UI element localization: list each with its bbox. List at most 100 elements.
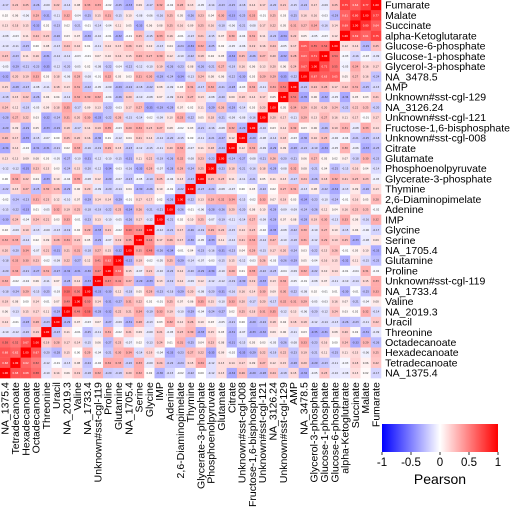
heatmap-cell [20, 286, 32, 297]
cell-value: 1.00 [43, 330, 49, 334]
heatmap-cell [61, 30, 73, 42]
cell-value: -0.15 [259, 248, 266, 252]
cell-value: 0.15 [105, 248, 111, 252]
cell-value: 0.32 [249, 85, 255, 89]
cell-value: -0.05 [228, 44, 235, 48]
cell-value: 0.14 [105, 197, 111, 201]
heatmap-cell [206, 112, 217, 123]
heatmap-cell [288, 163, 299, 174]
heatmap-cell [133, 173, 145, 185]
cell-value: -0.11 [290, 330, 297, 334]
cell-value: -0.01 [362, 116, 369, 120]
heatmap-cell [175, 194, 186, 205]
row-label: Unknown#sst-cgl-119 [385, 276, 485, 288]
cell-value: -0.23 [105, 105, 112, 109]
heatmap-cell [123, 143, 135, 154]
cell-value: 0.47 [95, 269, 101, 273]
heatmap-cell [133, 102, 145, 113]
heatmap-cell [257, 51, 268, 62]
cell-value: 0.32 [64, 13, 70, 17]
cell-value: 0.17 [270, 248, 276, 252]
cell-value: 0.08 [157, 85, 163, 89]
heatmap-cell [82, 30, 93, 42]
heatmap-cell [0, 306, 11, 318]
heatmap-cell [319, 347, 330, 358]
heatmap-cell [257, 296, 268, 307]
heatmap-cell [298, 122, 310, 134]
heatmap-cell [154, 286, 165, 297]
heatmap-cell [133, 163, 145, 174]
cell-value: 0.16 [311, 13, 317, 17]
cell-value: 0.02 [352, 330, 358, 334]
cell-value: 0.20 [260, 299, 266, 303]
heatmap-cell [175, 357, 186, 369]
heatmap-cell [247, 214, 258, 226]
heatmap-cell [278, 183, 289, 195]
heatmap-cell [41, 0, 52, 11]
cell-value: 0.19 [23, 228, 29, 232]
cell-value: 0.69 [342, 24, 348, 28]
cell-value: 0.18 [198, 54, 204, 58]
heatmap-cell [30, 10, 42, 21]
cell-value: 0.00 [2, 177, 8, 181]
heatmap-cell [267, 347, 279, 358]
cell-value: -0.10 [218, 299, 225, 303]
cell-value: -0.28 [53, 351, 60, 355]
cell-value: -0.29 [197, 269, 204, 273]
cell-value: 0.34 [352, 64, 358, 68]
cell-value: 0.25 [74, 208, 80, 212]
heatmap-cell [41, 357, 52, 369]
heatmap-cell [103, 357, 114, 369]
cell-value: 0.28 [54, 238, 60, 242]
heatmap-cell [309, 51, 320, 62]
heatmap-cell [133, 81, 145, 93]
cell-value: 0.32 [363, 310, 369, 314]
heatmap-cell [175, 275, 186, 287]
heatmap-cell [61, 337, 73, 348]
row-label: Glycerate-3-phosphate [385, 173, 492, 185]
heatmap-cell [350, 20, 361, 31]
cell-value: 1.00 [126, 248, 132, 252]
cell-value: -0.25 [331, 167, 338, 171]
cell-value: -0.12 [136, 64, 143, 68]
heatmap-cell [350, 173, 361, 185]
heatmap-cell [72, 61, 83, 72]
heatmap-cell [267, 91, 279, 103]
cell-value: -0.34 [105, 167, 112, 171]
heatmap-cell [350, 40, 361, 52]
heatmap-cell [20, 10, 32, 21]
cell-value: 0.10 [157, 187, 163, 191]
cell-value: -0.14 [259, 238, 266, 242]
heatmap-cell [288, 173, 299, 185]
column-label: Unknown#sst-cgl-121 [257, 382, 269, 483]
heatmap-cell [236, 316, 248, 328]
cell-value: 0.19 [249, 279, 255, 283]
heatmap-cell [185, 143, 196, 154]
cell-value: -0.25 [373, 146, 380, 150]
cell-value: 0.03 [157, 320, 163, 324]
cell-value: 0.07 [74, 197, 80, 201]
heatmap-cell [195, 255, 207, 266]
cell-value: 0.17 [136, 197, 142, 201]
cell-value: 0.27 [126, 279, 132, 283]
cell-value: 0.18 [260, 167, 266, 171]
cell-value: -0.35 [146, 105, 153, 109]
heatmap-cell [216, 286, 227, 297]
heatmap-cell [370, 296, 382, 307]
heatmap-cell [133, 275, 145, 287]
heatmap-cell [30, 163, 42, 174]
heatmap-cell [370, 194, 382, 205]
cell-value: 0.13 [198, 95, 204, 99]
heatmap-cell [185, 51, 196, 62]
heatmap-cell [195, 132, 207, 144]
heatmap-cell [309, 286, 320, 297]
heatmap-cell [195, 143, 207, 154]
cell-value: 0.15 [208, 299, 214, 303]
cell-value: 0.21 [43, 248, 49, 252]
heatmap-cell [350, 367, 361, 379]
heatmap-cell [370, 337, 382, 348]
cell-value: 0.23 [146, 126, 152, 130]
cell-value: 0.05 [126, 24, 132, 28]
heatmap-cell [61, 275, 73, 287]
cell-value: 0.27 [13, 116, 19, 120]
